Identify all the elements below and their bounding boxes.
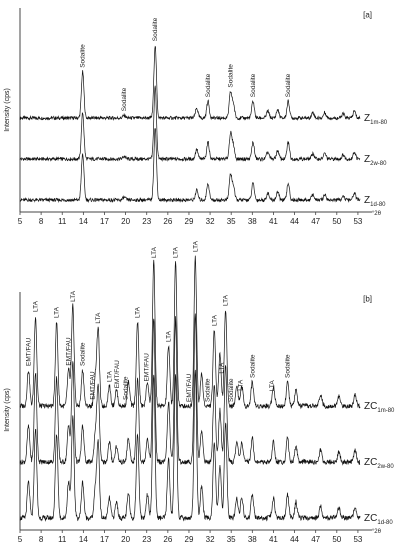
- peak-annotation: Sodalite: [204, 378, 211, 402]
- panel-a: [a] Intensity (cps) 5 8 11 14 17 20 23 26 29 32 35 38…: [4, 8, 388, 226]
- peak-annotation: EMT/FAU: [25, 338, 32, 366]
- x-tick-label: 11: [58, 535, 67, 544]
- x-tick-label: 17: [100, 535, 109, 544]
- peak-annotation: Sodalite: [121, 87, 128, 111]
- series-label-Z1d-80: Z1d-80: [364, 195, 386, 208]
- x-tick-label: 41: [269, 217, 278, 226]
- peak-annotation: LTA: [106, 370, 113, 382]
- x-tick-label: 5: [18, 217, 23, 226]
- x-tick-label: 35: [227, 535, 236, 544]
- series-line-Z1m-80: [19, 45, 361, 121]
- peak-annotation: LTA: [95, 312, 102, 324]
- series-line-ZC2w-80: [19, 313, 361, 466]
- x-tick-label: 26: [163, 217, 172, 226]
- peak-annotation: LTA: [223, 294, 230, 306]
- peak-annotation: Sodalite: [285, 354, 292, 378]
- x-tick-label: 29: [185, 535, 194, 544]
- series-label-Z2w-80: Z2w-80: [364, 154, 387, 167]
- series-label-Z1m-80: Z1m-80: [364, 113, 388, 126]
- peak-annotation: Sodalite: [249, 354, 256, 378]
- x-axis-label: °2θ: [372, 529, 382, 535]
- x-tick-label: 47: [311, 535, 320, 544]
- x-tick-label: 23: [142, 535, 151, 544]
- x-tick-label: 47: [311, 217, 320, 226]
- x-tick-label: 20: [121, 535, 130, 544]
- peak-annotation: Sodalite: [228, 64, 235, 88]
- peak-annotation: LTA: [166, 330, 173, 342]
- x-tick-label: 35: [227, 217, 236, 226]
- peak-annotation: LTA: [33, 300, 40, 312]
- x-tick-label: 29: [185, 217, 194, 226]
- peak-annotation: EMT/FAU: [90, 371, 97, 399]
- peak-annotation: LTA: [237, 379, 244, 391]
- peak-annotation: EMT/FAU: [114, 360, 121, 388]
- panel-label: [a]: [363, 11, 372, 20]
- x-tick-label: 5: [18, 535, 23, 544]
- peak-annotation: LTA: [173, 246, 180, 258]
- peak-annotation: LTA: [192, 240, 199, 252]
- peak-annotation: LTA: [70, 290, 77, 302]
- y-axis-label: Intensity (cps): [4, 388, 11, 432]
- panel-b: [b] Intensity (cps) 5 8 11 14 17 20 23 26 29 32 35 38…: [4, 240, 395, 544]
- x-tick-label: 53: [353, 217, 362, 226]
- series-label-ZC2w-80: ZC2w-80: [364, 457, 394, 470]
- peak-annotation: LTA: [151, 246, 158, 258]
- x-tick-label: 38: [248, 217, 257, 226]
- peak-annotation: LTA: [269, 380, 276, 392]
- series-line-ZC1m-80: [19, 255, 361, 410]
- x-tick-label: 26: [163, 535, 172, 544]
- panel-label: [b]: [363, 295, 372, 304]
- x-tick-label: 14: [79, 217, 88, 226]
- peak-annotation: Sodalite: [80, 342, 87, 366]
- x-tick-label: 11: [58, 217, 67, 226]
- series-line-ZC1d-80: [19, 369, 361, 522]
- x-tick-label: 8: [39, 535, 44, 544]
- x-tick-label: 50: [332, 217, 341, 226]
- peak-annotation: LTA: [211, 314, 218, 326]
- x-tick-label: 53: [353, 535, 362, 544]
- peak-annotation: LTA: [218, 362, 225, 374]
- x-tick-label: 17: [100, 217, 109, 226]
- x-tick-label: 32: [206, 535, 215, 544]
- peak-annotation: EMT/FAU: [144, 353, 151, 381]
- x-tick-label: 44: [290, 217, 299, 226]
- x-tick-label: 38: [248, 535, 257, 544]
- x-tick-label: 23: [142, 217, 151, 226]
- x-tick-label: 50: [332, 535, 341, 544]
- x-tick-label: 8: [39, 217, 44, 226]
- peak-annotation: Sodalite: [152, 17, 159, 41]
- x-tick-label: 32: [206, 217, 215, 226]
- y-axis-label: Intensity (cps): [4, 88, 11, 132]
- peak-annotation: Sodalite: [123, 376, 130, 400]
- peak-annotation: Sodalite: [228, 378, 235, 402]
- peak-annotation: EMT/FAU: [66, 337, 73, 365]
- x-tick-label: 14: [79, 535, 88, 544]
- series-line-Z2w-80: [19, 85, 361, 162]
- peak-annotation: Sodalite: [250, 73, 257, 97]
- series-line-Z1d-80: [19, 127, 361, 204]
- x-tick-label: 41: [269, 535, 278, 544]
- series-label-ZC1m-80: ZC1m-80: [364, 401, 395, 414]
- peak-annotation: EMT/FAU: [186, 374, 193, 402]
- peak-annotation: LTA: [54, 306, 61, 318]
- series-label-ZC1d-80: ZC1d-80: [364, 513, 393, 526]
- peak-annotation: Sodalite: [205, 73, 212, 97]
- peak-annotation: Sodalite: [80, 44, 87, 68]
- x-tick-label: 20: [121, 217, 130, 226]
- x-tick-label: 44: [290, 535, 299, 544]
- peak-annotation: Sodalite: [285, 73, 292, 97]
- x-axis-label: °2θ: [372, 211, 382, 217]
- peak-annotation: LTA: [135, 306, 142, 318]
